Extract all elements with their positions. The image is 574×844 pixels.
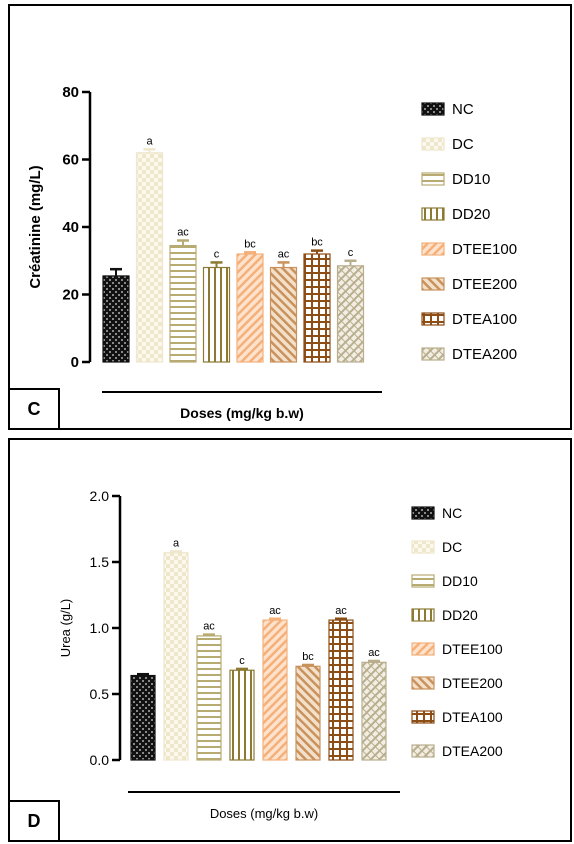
legend-swatch bbox=[421, 137, 445, 151]
legend-label-DTEE200: DTEE200 bbox=[442, 675, 503, 691]
x-axis-label: Doses (mg/kg b.w) bbox=[180, 405, 304, 421]
bar-DC bbox=[163, 552, 189, 761]
legend-swatch bbox=[411, 574, 435, 588]
significance-label: ac bbox=[269, 605, 281, 617]
y-tick-label: 40 bbox=[62, 219, 79, 236]
legend-label-DD10: DD10 bbox=[452, 171, 490, 188]
legend-swatch bbox=[411, 676, 435, 690]
legend-swatch bbox=[421, 172, 445, 186]
bar-DTEE100 bbox=[262, 619, 288, 761]
legend-label-DC: DC bbox=[452, 136, 474, 153]
significance-label: ac bbox=[368, 647, 380, 659]
bar-DD20 bbox=[229, 669, 255, 761]
bar-DTEA200 bbox=[361, 661, 387, 761]
legend-label-DTEA200: DTEA200 bbox=[452, 346, 517, 363]
legend-label-DTEE200: DTEE200 bbox=[452, 276, 517, 293]
legend-swatch bbox=[421, 312, 445, 326]
legend-label-DC: DC bbox=[442, 539, 462, 555]
urea-chart: 0.0 0.5 1.0 1.5 2.0 Urea (g/L) Doses (mg/kg b.… bbox=[58, 488, 503, 821]
bar-DC bbox=[135, 152, 164, 363]
legend-swatch bbox=[411, 506, 435, 520]
legend-label-DTEE100: DTEE100 bbox=[452, 241, 517, 258]
y-axis-label: Créatinine (mg/L) bbox=[27, 165, 44, 288]
legend-label-DTEE100: DTEE100 bbox=[442, 641, 503, 657]
panel-letter-d: D bbox=[10, 800, 60, 840]
legend-swatch bbox=[411, 642, 435, 656]
bar-DTEE200 bbox=[295, 665, 321, 761]
y-tick-label: 1.5 bbox=[90, 554, 110, 570]
y-tick-label: 0.0 bbox=[90, 752, 110, 768]
bar-DTEA100 bbox=[328, 619, 354, 761]
legend-label-DTEA100: DTEA100 bbox=[442, 709, 503, 725]
legend-swatch bbox=[411, 540, 435, 554]
significance-label: c bbox=[239, 655, 245, 667]
y-tick-label: 80 bbox=[62, 84, 79, 101]
creatinine-chart: 0 20 40 60 80 Créatinine (mg/L) Doses (mg/kg b… bbox=[27, 84, 517, 421]
panel-letter-c: C bbox=[10, 388, 60, 428]
legend-swatch bbox=[411, 608, 435, 622]
legend-swatch bbox=[421, 347, 445, 361]
legend-label-DTEA200: DTEA200 bbox=[442, 743, 503, 759]
panel-d: 0.0 0.5 1.0 1.5 2.0 Urea (g/L) Doses (mg/kg b.… bbox=[8, 438, 572, 842]
legend-swatch bbox=[411, 710, 435, 724]
bar-DTEE100 bbox=[236, 253, 264, 363]
bar-DD10 bbox=[196, 635, 222, 761]
legend-label-NC: NC bbox=[452, 101, 474, 118]
significance-label: a bbox=[173, 537, 180, 549]
legend-swatch bbox=[421, 242, 445, 256]
legend-swatch bbox=[421, 102, 445, 116]
significance-label: c bbox=[214, 248, 220, 260]
significance-label: ac bbox=[335, 605, 347, 617]
significance-label: ac bbox=[177, 227, 189, 239]
legend-swatch bbox=[411, 744, 435, 758]
bar-DTEA100 bbox=[303, 253, 331, 363]
legend-label-DD20: DD20 bbox=[442, 607, 478, 623]
bar-DTEE200 bbox=[269, 266, 298, 363]
legend-label-NC: NC bbox=[442, 505, 462, 521]
y-tick-label: 0.5 bbox=[90, 686, 110, 702]
significance-label: bc bbox=[302, 651, 314, 663]
y-tick-label: 0 bbox=[71, 354, 79, 371]
y-tick-label: 20 bbox=[62, 287, 79, 304]
bar-DD20 bbox=[202, 266, 231, 363]
significance-label: ac bbox=[203, 621, 215, 633]
bar-DTEA200 bbox=[336, 265, 365, 363]
legend-swatch bbox=[421, 277, 445, 291]
y-axis-label: Urea (g/L) bbox=[58, 599, 73, 658]
significance-label: ac bbox=[278, 248, 290, 260]
x-axis-label: Doses (mg/kg b.w) bbox=[210, 806, 318, 821]
legend-label-DD20: DD20 bbox=[452, 206, 490, 223]
panel-c: 0 20 40 60 80 Créatinine (mg/L) Doses (mg/kg b… bbox=[8, 4, 572, 430]
legend-swatch bbox=[421, 207, 445, 221]
legend-label-DD10: DD10 bbox=[442, 573, 478, 589]
significance-label: bc bbox=[311, 237, 323, 249]
legend-label-DTEA100: DTEA100 bbox=[452, 311, 517, 328]
significance-label: c bbox=[348, 247, 354, 259]
y-tick-label: 1.0 bbox=[90, 620, 110, 636]
significance-label: a bbox=[146, 135, 153, 147]
bar-NC bbox=[130, 674, 156, 761]
y-tick-label: 60 bbox=[62, 152, 79, 169]
y-tick-label: 2.0 bbox=[90, 488, 110, 504]
bar-NC bbox=[102, 275, 130, 363]
bar-DD10 bbox=[169, 244, 197, 363]
significance-label: bc bbox=[244, 238, 256, 250]
